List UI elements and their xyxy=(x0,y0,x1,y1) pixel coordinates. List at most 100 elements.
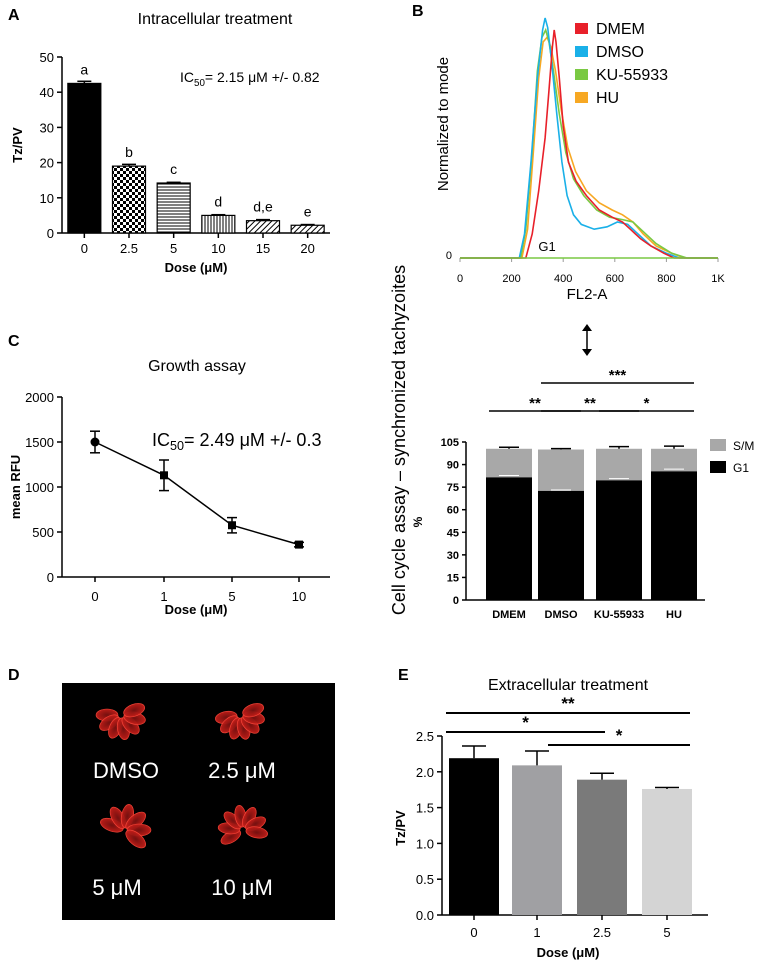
panel-a-xtick-label: 0 xyxy=(81,241,88,256)
panel-b-y-zero: 0 xyxy=(446,250,452,262)
panel-e-sig-label: * xyxy=(616,726,623,745)
panel-e-sig-label: ** xyxy=(561,694,575,713)
panel-a-ic50: IC50= 2.15 μM +/- 0.82 xyxy=(180,69,320,89)
cell-cycle-xtick-label: KU-55933 xyxy=(594,609,644,621)
panel-d-label: 5 μM xyxy=(92,875,141,900)
cell-cycle-bar-sm xyxy=(596,448,642,481)
cell-cycle-ytick-label: 90 xyxy=(447,460,459,472)
panel-e-xtick-label: 0 xyxy=(470,925,477,940)
cell-cycle-legend-swatch xyxy=(710,461,726,473)
panel-c-ytick-label: 1500 xyxy=(25,435,54,450)
panel-d-label: 2.5 μM xyxy=(208,758,276,783)
panel-b-series-ku-55933 xyxy=(460,27,718,259)
panel-e-bar xyxy=(512,765,562,915)
panel-c-xtick-label: 1 xyxy=(160,589,167,604)
cell-cycle-ytick-label: 0 xyxy=(453,595,459,607)
panel-b-xtick-label: 400 xyxy=(554,273,572,285)
panel-b-legend-swatch xyxy=(575,92,588,103)
cell-cycle-ytick-label: 15 xyxy=(447,572,459,584)
panel-letter-B: B xyxy=(412,3,424,20)
cell-cycle-xtick-label: HU xyxy=(666,609,682,621)
panel-letter-E: E xyxy=(398,667,409,684)
panel-d-label: DMSO xyxy=(93,758,159,783)
panel-a-letter: b xyxy=(125,144,133,160)
panel-a-ytick-label: 0 xyxy=(47,226,54,241)
panel-a-bar xyxy=(245,220,281,234)
panel-e-ytick-label: 2.0 xyxy=(416,765,434,780)
cell-rosette-2-5 xyxy=(215,703,265,740)
panel-e-ytick-label: 2.5 xyxy=(416,729,434,744)
panel-b-gate-label: G1 xyxy=(538,239,555,254)
cell-cycle-legend-swatch xyxy=(710,439,726,451)
cell-rosette-5 xyxy=(100,804,152,849)
panel-e-title: Extracellular treatment xyxy=(488,677,649,694)
panel-a-letter: c xyxy=(170,161,177,177)
panel-b-legend-label: DMEM xyxy=(596,21,645,38)
cell-cycle-bar-g1 xyxy=(538,490,584,600)
panel-e-xtick-label: 5 xyxy=(663,925,670,940)
panel-a-bar xyxy=(290,224,325,234)
panel-c-ytick-label: 1000 xyxy=(25,480,54,495)
panel-c-title: Growth assay xyxy=(148,358,246,375)
cell-cycle-bar-sm xyxy=(538,449,584,491)
panel-b-legend-label: DMSO xyxy=(596,44,644,61)
panel-a-ytick-label: 30 xyxy=(40,120,54,135)
cell-cycle-sig-label: ** xyxy=(529,395,541,412)
panel-a-letter: d xyxy=(214,193,222,209)
cell-cycle-legend-label: S/M xyxy=(733,439,754,453)
panel-letter-C: C xyxy=(8,333,20,350)
panel-c-xlabel: Dose (μM) xyxy=(165,602,228,617)
panel-a-xtick-label: 2.5 xyxy=(120,241,138,256)
panel-b-legend-swatch xyxy=(575,46,588,57)
panel-e-ytick-label: 0.0 xyxy=(416,908,434,923)
panel-b-legend-swatch xyxy=(575,23,588,34)
panel-e-ytick-label: 1.5 xyxy=(416,801,434,816)
panel-c-point xyxy=(228,521,236,530)
panel-e-xtick-label: 1 xyxy=(533,925,540,940)
arrow-up-icon xyxy=(582,324,592,331)
panel-c-ylabel: mean RFU xyxy=(8,455,23,519)
panel-b-xtick-label: 800 xyxy=(657,273,675,285)
cell-cycle-xtick-label: DMSO xyxy=(545,609,578,621)
panel-b-ylabel: Normalized to mode xyxy=(435,57,452,191)
panel-a-ytick-label: 40 xyxy=(40,85,54,100)
panel-b-legend-label: KU-55933 xyxy=(596,67,668,84)
cell-cycle-ytick-label: 75 xyxy=(447,482,459,494)
panel-a-ytick-label: 10 xyxy=(40,191,54,206)
panel-e-ytick-label: 0.5 xyxy=(416,872,434,887)
arrow-down-icon xyxy=(582,349,592,356)
cell-cycle-bar-sm xyxy=(651,448,697,472)
panel-b-xtick-label: 0 xyxy=(457,273,463,285)
cell-cycle-ytick-label: 45 xyxy=(447,527,459,539)
panel-c-point xyxy=(160,471,168,480)
cell-cycle-legend-label: G1 xyxy=(733,461,749,475)
cell-cycle-title: Cell cycle assay – synchronized tachyzoi… xyxy=(389,265,409,615)
panel-c-xtick-label: 0 xyxy=(91,589,98,604)
panel-e-sig-label: * xyxy=(522,713,529,732)
panel-c-point xyxy=(295,540,303,549)
panel-b-xlabel: FL2-A xyxy=(567,286,608,303)
panel-a-letter: e xyxy=(304,203,312,219)
panel-c-point xyxy=(90,437,100,447)
panel-e-bar xyxy=(642,788,692,915)
cell-cycle-ytick-label: 105 xyxy=(441,437,459,449)
panel-b-series-hu xyxy=(460,35,718,259)
panel-a-bar xyxy=(201,214,236,234)
panel-d-label: 10 μM xyxy=(211,875,273,900)
cell-cycle-xtick-label: DMEM xyxy=(492,609,526,621)
panel-letter-A: A xyxy=(8,7,20,24)
panel-a-ytick-label: 20 xyxy=(40,156,54,171)
panel-b-legend-swatch xyxy=(575,69,588,80)
panel-a-ylabel: Tz/PV xyxy=(10,127,25,163)
cell-cycle-sig-label: * xyxy=(644,395,650,412)
panel-b-xtick-label: 600 xyxy=(606,273,624,285)
cell-cycle-sig-label: ** xyxy=(584,395,596,412)
cell-cycle-ytick-label: 30 xyxy=(447,550,459,562)
panel-a-xtick-label: 20 xyxy=(300,241,314,256)
panel-a-xtick-label: 15 xyxy=(256,241,270,256)
panel-c-line xyxy=(94,441,300,546)
panel-b-legend-label: HU xyxy=(596,90,619,107)
panel-b-series-dmso xyxy=(460,17,718,259)
panel-e-ylabel: Tz/PV xyxy=(393,810,408,846)
